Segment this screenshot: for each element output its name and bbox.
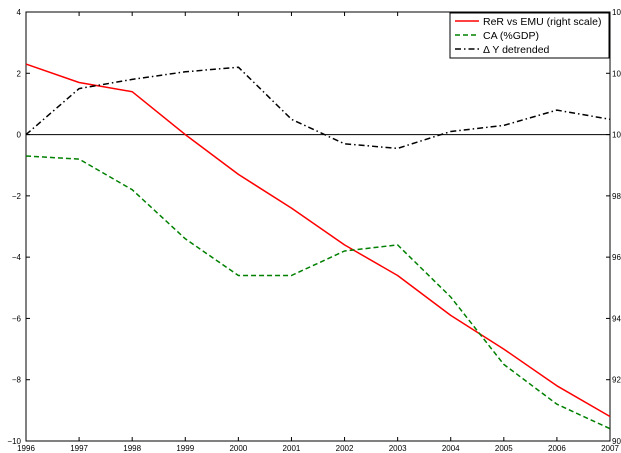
y-left-tick-label: −6 (12, 314, 22, 323)
series-line-1 (25, 155, 611, 430)
x-tick-label: 2001 (283, 444, 301, 453)
x-tick-label: 1998 (123, 444, 141, 453)
y-left-tick-label: −8 (12, 376, 22, 385)
x-tick-label: 2000 (229, 444, 247, 453)
y-left-tick-label: −10 (7, 437, 21, 446)
x-tick-label: 2006 (548, 444, 566, 453)
x-tick-label: 2004 (442, 444, 460, 453)
legend: ReR vs EMU (right scale) CA (%GDP) Δ Y det… (449, 12, 610, 59)
y-right-tick-label: 104 (612, 8, 621, 17)
x-tick-label: 1996 (17, 444, 35, 453)
series-line-0 (25, 63, 611, 418)
y-left-tick-label: 0 (17, 131, 22, 140)
x-tick-label: 1999 (176, 444, 194, 453)
x-tick-label: 2002 (336, 444, 354, 453)
y-left-tick-label: −2 (12, 192, 22, 201)
y-axis-left: 4 2 0 −2 −4 −6 −8 −10 (7, 8, 30, 446)
series-lines (25, 63, 611, 430)
y-right-tick-label: 98 (612, 192, 621, 201)
y-left-tick-label: 2 (17, 69, 22, 78)
x-tick-label: 2005 (495, 444, 513, 453)
y-right-tick-label: 94 (612, 314, 621, 323)
series-line-2 (25, 66, 611, 150)
legend-label: ReR vs EMU (right scale) (483, 16, 601, 28)
y-axis-right: 104 102 100 98 96 94 92 90 (606, 8, 621, 446)
x-tick-label: 2003 (389, 444, 407, 453)
y-right-tick-label: 100 (612, 131, 621, 140)
legend-label: Δ Y detrended (483, 44, 550, 56)
y-left-tick-label: −4 (12, 253, 22, 262)
y-left-tick-label: 4 (17, 8, 22, 17)
legend-label: CA (%GDP) (483, 30, 539, 42)
y-right-tick-label: 90 (612, 437, 621, 446)
x-tick-label: 1997 (70, 444, 88, 453)
x-tick-label: 2007 (601, 444, 619, 453)
y-right-tick-label: 92 (612, 376, 621, 385)
x-axis: 1996 1997 1998 1999 2000 2001 2002 2003 2004 2005… (17, 12, 619, 453)
y-right-tick-label: 96 (612, 253, 621, 262)
y-right-tick-label: 102 (612, 69, 621, 78)
